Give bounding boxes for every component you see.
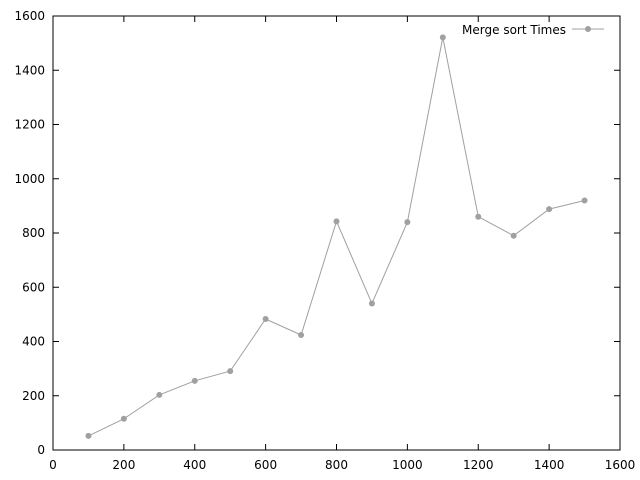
data-point (439, 34, 446, 41)
data-point (298, 331, 305, 338)
y-axis: 0 200 400 600 800 1000 1200 1400 1600 (14, 9, 620, 457)
data-point (262, 315, 269, 322)
data-point (85, 432, 92, 439)
y-tick-label: 200 (22, 389, 45, 403)
y-tick-label: 400 (22, 335, 45, 349)
x-tick-label: 0 (49, 458, 57, 472)
data-point (404, 219, 411, 226)
x-axis: 0 200 400 600 800 1000 1200 1400 1600 (49, 16, 635, 472)
data-point (333, 218, 340, 225)
y-tick-label: 0 (37, 443, 45, 457)
legend-marker (585, 26, 591, 32)
x-tick-label: 800 (325, 458, 348, 472)
y-tick-label: 1000 (14, 172, 45, 186)
y-tick-label: 600 (22, 280, 45, 294)
data-point (475, 213, 482, 220)
data-point (191, 377, 198, 384)
legend: Merge sort Times (462, 23, 604, 37)
x-tick-label: 1600 (605, 458, 636, 472)
plot-area (52, 15, 621, 451)
series-layer (85, 34, 588, 439)
data-point (581, 197, 588, 204)
y-tick-label: 1400 (14, 63, 45, 77)
x-tick-label: 1400 (534, 458, 565, 472)
x-tick-label: 600 (254, 458, 277, 472)
y-tick-label: 1200 (14, 118, 45, 132)
legend-label: Merge sort Times (462, 23, 566, 37)
data-point (120, 415, 127, 422)
y-tick-label: 800 (22, 226, 45, 240)
y-tick-label: 1600 (14, 9, 45, 23)
x-tick-label: 1000 (392, 458, 423, 472)
data-point (227, 368, 234, 375)
x-tick-label: 1200 (463, 458, 494, 472)
data-point (156, 391, 163, 398)
x-tick-label: 200 (112, 458, 135, 472)
data-point (368, 300, 375, 307)
data-point (546, 206, 553, 213)
x-tick-label: 400 (183, 458, 206, 472)
data-point (510, 232, 517, 239)
